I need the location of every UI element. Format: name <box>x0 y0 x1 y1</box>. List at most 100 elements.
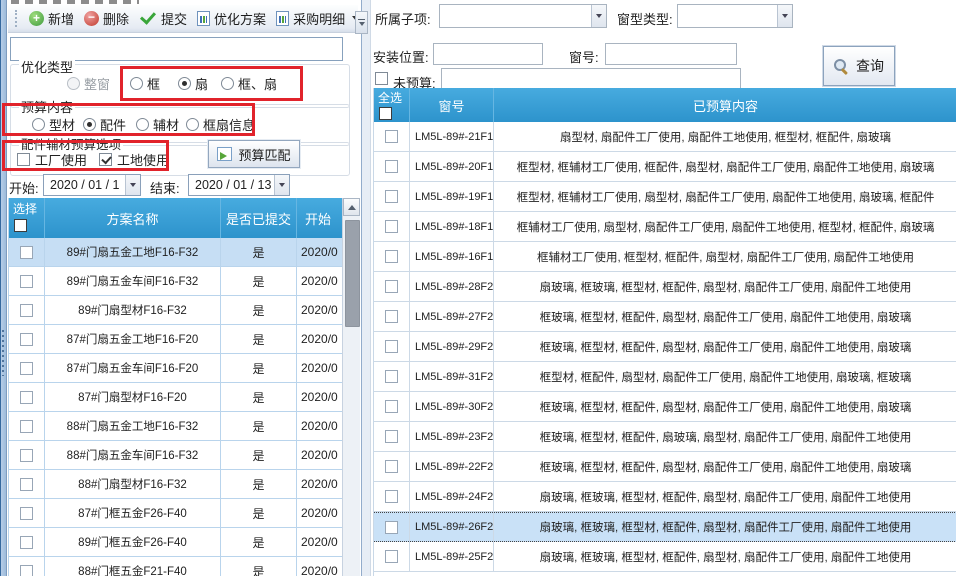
panel-splitter[interactable] <box>362 0 370 576</box>
select-column-header[interactable]: 选择 <box>9 198 45 238</box>
row-checkbox[interactable] <box>385 490 398 503</box>
budget-table-row[interactable]: LM5L-89#-25F23 扇玻璃, 框玻璃, 框型材, 框配件, 扇型材, … <box>374 542 956 572</box>
sub-item-combobox[interactable] <box>439 4 607 28</box>
row-checkbox[interactable] <box>20 506 33 520</box>
window-no-column-header[interactable]: 窗号 <box>410 88 494 122</box>
row-checkbox[interactable] <box>20 477 33 491</box>
row-checkbox[interactable] <box>20 448 33 462</box>
row-checkbox[interactable] <box>385 160 398 173</box>
budget-table-row[interactable]: LM5L-89#-21F19 扇型材, 扇配件工厂使用, 扇配件工地使用, 框型… <box>374 122 956 152</box>
select-all-checkbox[interactable] <box>14 219 27 232</box>
row-checkbox[interactable] <box>20 361 33 375</box>
plan-table-row[interactable]: 87#门扇型材F16-F20 是 2020/0 <box>9 383 343 412</box>
plan-table-row[interactable]: 87#门扇五金车间F16-F20 是 2020/0 <box>9 354 343 383</box>
dropdown-arrow-icon[interactable] <box>777 5 792 27</box>
row-checkbox[interactable] <box>385 550 398 563</box>
budget-table-row[interactable]: LM5L-89#-27F25 框玻璃, 框型材, 框配件, 扇型材, 扇配件工厂… <box>374 302 956 332</box>
dropdown-arrow-icon[interactable] <box>274 175 289 195</box>
plan-table-row[interactable]: 88#门扇五金工地F16-F32 是 2020/0 <box>9 412 343 441</box>
start-column-header[interactable]: 开始 <box>305 211 332 227</box>
row-checkbox[interactable] <box>385 250 398 263</box>
select-all-checkbox[interactable] <box>379 107 392 120</box>
toolbar-grip[interactable] <box>15 10 17 27</box>
radio-option[interactable]: 框 <box>130 74 160 93</box>
radio-option[interactable]: 型材 <box>32 115 75 134</box>
purchase-detail-button[interactable]: 采购明细 <box>271 6 365 31</box>
row-checkbox[interactable] <box>385 310 398 323</box>
query-button[interactable]: 查询 <box>823 46 895 86</box>
plan-table-row[interactable]: 89#门框五金F26-F40 是 2020/0 <box>9 528 343 557</box>
toolbar-overflow-button[interactable] <box>355 11 368 34</box>
row-select-cell <box>9 296 45 324</box>
row-checkbox[interactable] <box>20 245 33 259</box>
dropdown-arrow-icon[interactable] <box>591 5 606 27</box>
row-checkbox[interactable] <box>20 535 33 549</box>
splitter-grip[interactable] <box>2 330 4 376</box>
scrollbar-thumb[interactable] <box>345 220 360 327</box>
window-type-combobox[interactable] <box>677 4 793 28</box>
scroll-up-button[interactable] <box>343 198 360 216</box>
checkbox-option[interactable]: 工厂使用 <box>17 150 87 169</box>
row-checkbox[interactable] <box>20 303 33 317</box>
delete-button[interactable]: − 删除 <box>79 6 134 31</box>
row-checkbox[interactable] <box>385 130 398 143</box>
row-checkbox[interactable] <box>385 190 398 203</box>
plan-table-row[interactable]: 89#门扇五金车间F16-F32 是 2020/0 <box>9 267 343 296</box>
vertical-scrollbar[interactable] <box>342 198 360 576</box>
row-checkbox[interactable] <box>385 430 398 443</box>
budget-table-row[interactable]: LM5L-89#-24F22 扇玻璃, 框玻璃, 框型材, 框配件, 扇型材, … <box>374 482 956 512</box>
budgeted-content-column-header[interactable]: 已预算内容 <box>692 98 758 114</box>
plan-table-row[interactable]: 88#门扇五金车间F16-F32 是 2020/0 <box>9 441 343 470</box>
row-checkbox[interactable] <box>385 460 398 473</box>
budget-table-row[interactable]: LM5L-89#-28F26 扇玻璃, 框玻璃, 框型材, 框配件, 扇型材, … <box>374 272 956 302</box>
install-position-input[interactable] <box>433 43 543 65</box>
submitted-column-header[interactable]: 是否已提交 <box>221 198 297 238</box>
add-button[interactable]: + 新增 <box>24 6 79 31</box>
row-checkbox[interactable] <box>385 400 398 413</box>
row-checkbox[interactable] <box>385 520 398 534</box>
start-date-picker[interactable]: 2020 / 01 / 1 <box>43 174 141 196</box>
row-checkbox[interactable] <box>385 340 398 353</box>
select-all-column-header[interactable]: 全选 <box>374 88 410 122</box>
window-no-input[interactable] <box>605 43 737 65</box>
radio-option[interactable]: 配件 <box>83 115 126 134</box>
budget-table-row[interactable]: LM5L-89#-26F24 扇玻璃, 框玻璃, 框型材, 框配件, 扇型材, … <box>374 512 956 542</box>
radio-option[interactable]: 框扇信息 <box>186 115 255 134</box>
budget-table-row[interactable]: LM5L-89#-18F16 框辅材工厂使用, 扇型材, 扇配件工厂使用, 扇配… <box>374 212 956 242</box>
row-checkbox[interactable] <box>385 370 398 383</box>
budget-table-row[interactable]: LM5L-89#-29F27 框玻璃, 框型材, 框配件, 扇型材, 扇配件工厂… <box>374 332 956 362</box>
radio-option[interactable]: 框、扇 <box>221 74 277 93</box>
radio-option[interactable]: 辅材 <box>136 115 179 134</box>
row-checkbox[interactable] <box>20 564 33 576</box>
dropdown-arrow-icon[interactable] <box>125 175 140 195</box>
row-checkbox[interactable] <box>385 280 398 293</box>
row-checkbox[interactable] <box>20 419 33 433</box>
plan-table-row[interactable]: 89#门扇型材F16-F32 是 2020/0 <box>9 296 343 325</box>
budget-table-row[interactable]: LM5L-89#-16F15 框辅材工厂使用, 框型材, 框配件, 扇型材, 扇… <box>374 242 956 272</box>
budget-table-row[interactable]: LM5L-89#-30F28 框玻璃, 框型材, 框配件, 扇型材, 扇配件工厂… <box>374 392 956 422</box>
row-checkbox[interactable] <box>20 390 33 404</box>
budget-match-button[interactable]: 预算匹配 <box>208 140 300 168</box>
window-no-cell: LM5L-89#-20F18 <box>410 152 494 181</box>
optimization-plan-button[interactable]: 优化方案 <box>192 6 271 31</box>
budget-table-row[interactable]: LM5L-89#-23F21 框玻璃, 框型材, 框配件, 扇玻璃, 扇型材, … <box>374 422 956 452</box>
row-checkbox[interactable] <box>20 274 33 288</box>
row-checkbox[interactable] <box>20 332 33 346</box>
radio-option[interactable]: 整窗 <box>67 74 110 93</box>
budget-table-row[interactable]: LM5L-89#-31F29 框型材, 框配件, 扇型材, 扇配件工厂使用, 扇… <box>374 362 956 392</box>
plan-table-row[interactable]: 88#门扇型材F16-F32 是 2020/0 <box>9 470 343 499</box>
end-date-picker[interactable]: 2020 / 01 / 13 <box>188 174 290 196</box>
budget-table-row[interactable]: LM5L-89#-20F18 框型材, 框辅材工厂使用, 框配件, 扇型材, 扇… <box>374 152 956 182</box>
plan-table-row[interactable]: 88#门框五金F21-F40 是 2020/0 <box>9 557 343 576</box>
plan-table-row[interactable]: 87#门扇五金工地F16-F20 是 2020/0 <box>9 325 343 354</box>
budget-table-row[interactable]: LM5L-89#-19F17 框型材, 框辅材工厂使用, 扇型材, 扇配件工厂使… <box>374 182 956 212</box>
unbudgeted-checkbox[interactable] <box>375 72 388 85</box>
budget-table-row[interactable]: LM5L-89#-22F20 框玻璃, 框型材, 框配件, 扇型材, 扇配件工厂… <box>374 452 956 482</box>
checkbox-option[interactable]: 工地使用 <box>99 150 169 169</box>
plan-name-column-header[interactable]: 方案名称 <box>45 198 221 238</box>
submit-button[interactable]: 提交 <box>134 6 192 31</box>
radio-option[interactable]: 扇 <box>178 74 208 93</box>
row-checkbox[interactable] <box>385 220 398 233</box>
plan-table-row[interactable]: 89#门扇五金工地F16-F32 是 2020/0 <box>9 238 343 267</box>
plan-table-row[interactable]: 87#门框五金F26-F40 是 2020/0 <box>9 499 343 528</box>
